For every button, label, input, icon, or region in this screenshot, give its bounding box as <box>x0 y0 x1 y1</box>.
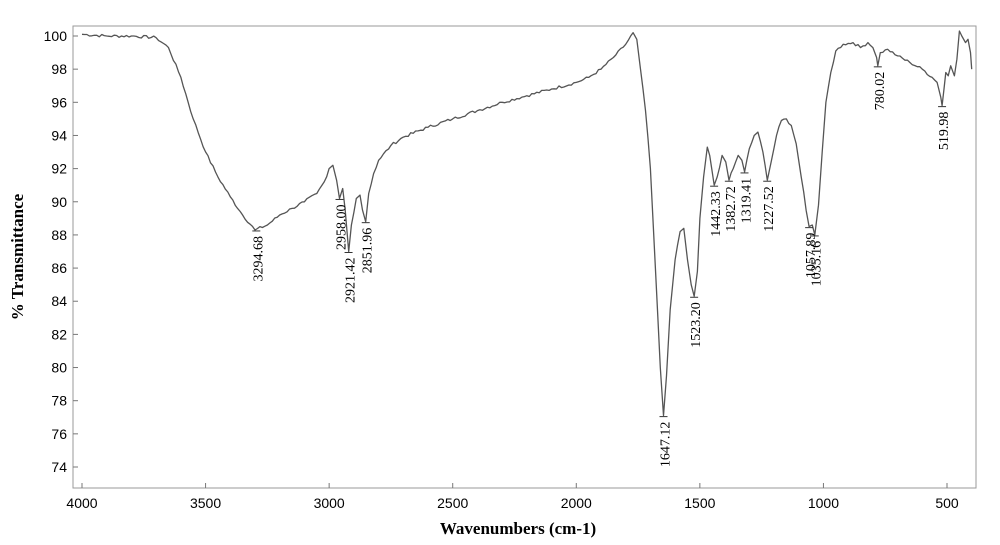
y-tick-label: 96 <box>51 94 67 110</box>
y-tick-label: 98 <box>51 61 67 77</box>
y-tick-label: 100 <box>44 28 68 44</box>
y-tick-label: 90 <box>51 194 67 210</box>
y-tick-label: 78 <box>51 393 67 409</box>
x-tick-label: 1000 <box>808 495 839 511</box>
peak-label: 1442.33 <box>709 191 724 237</box>
x-tick-label: 3500 <box>190 495 221 511</box>
peak-label: 1523.20 <box>689 302 704 348</box>
peak-label: 780.02 <box>873 72 888 111</box>
x-axis: 4000 3500 3000 2500 2000 1500 1000 500 <box>66 483 959 511</box>
y-tick-label: 80 <box>51 360 67 376</box>
x-tick-label: 3000 <box>314 495 345 511</box>
y-axis-title: % Transmittance <box>8 193 27 320</box>
series-layer <box>81 30 973 417</box>
y-tick-label: 92 <box>51 161 67 177</box>
spectrum-line <box>81 30 973 417</box>
y-tick-label: 74 <box>51 459 67 475</box>
peak-label: 2921.42 <box>344 258 359 304</box>
peak-label: 1035.16 <box>810 241 825 287</box>
plot-frame <box>72 25 977 489</box>
x-tick-label: 4000 <box>66 495 97 511</box>
x-axis-title: Wavenumbers (cm-1) <box>440 519 596 538</box>
y-tick-label: 88 <box>51 227 67 243</box>
y-tick-label: 82 <box>51 326 67 342</box>
peak-label: 1647.12 <box>659 422 674 468</box>
y-tick-label: 86 <box>51 260 67 276</box>
peak-label: 2851.96 <box>361 228 376 274</box>
x-tick-label: 500 <box>935 495 959 511</box>
x-tick-label: 2000 <box>561 495 592 511</box>
peak-label: 2958.00 <box>335 205 350 251</box>
y-tick-label: 94 <box>51 127 67 143</box>
peak-label: 1319.41 <box>740 178 755 224</box>
y-axis: 100 98 96 94 92 90 88 86 84 82 80 78 76 74 <box>44 28 78 475</box>
y-tick-label: 84 <box>51 293 67 309</box>
x-tick-label: 1500 <box>684 495 715 511</box>
peak-label: 1057.89 <box>804 233 819 279</box>
y-tick-label: 76 <box>51 426 67 442</box>
peak-label: 519.98 <box>937 112 952 151</box>
peak-label: 1382.72 <box>724 186 739 232</box>
x-tick-label: 2500 <box>437 495 468 511</box>
peak-label: 1227.52 <box>762 186 777 232</box>
peak-label: 3294.68 <box>251 236 266 282</box>
